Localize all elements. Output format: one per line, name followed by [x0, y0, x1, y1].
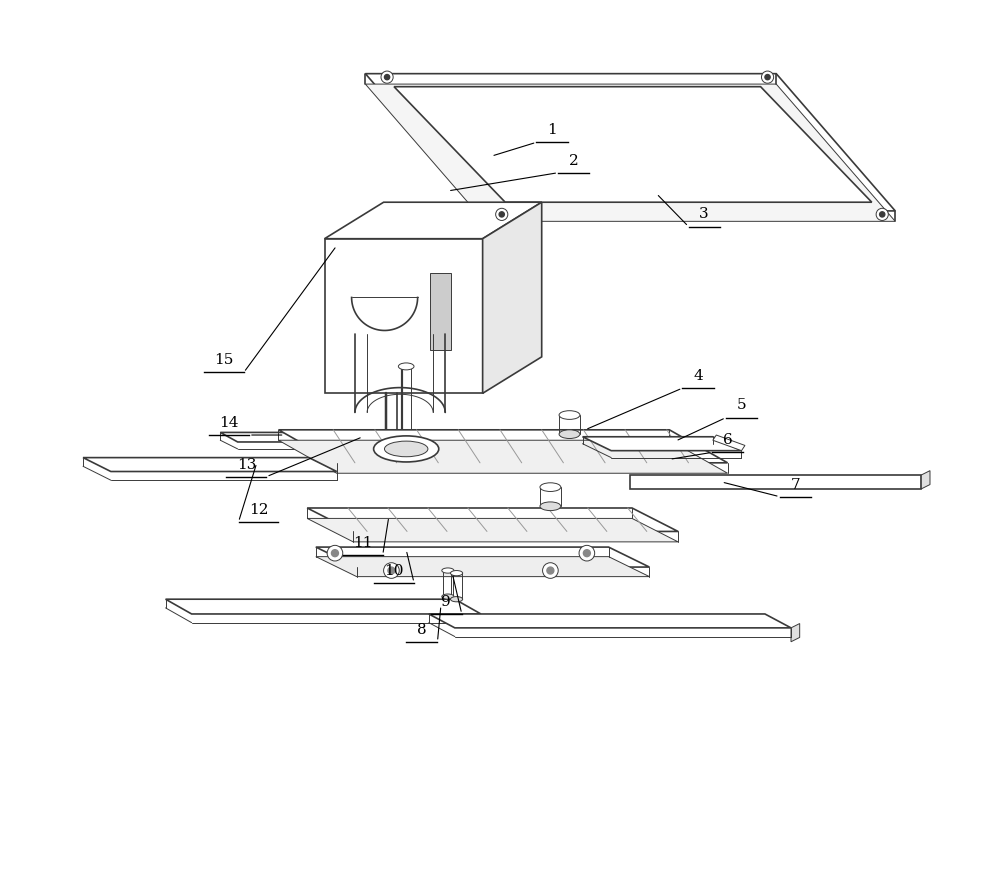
Polygon shape [278, 440, 728, 474]
Circle shape [547, 567, 554, 574]
Text: 8: 8 [417, 623, 427, 637]
Circle shape [381, 71, 393, 83]
Ellipse shape [450, 571, 463, 575]
Text: 5: 5 [737, 398, 746, 412]
Polygon shape [83, 458, 337, 472]
Polygon shape [220, 432, 420, 442]
Circle shape [543, 563, 558, 578]
Text: 15: 15 [214, 353, 233, 367]
Polygon shape [307, 518, 678, 542]
Polygon shape [325, 239, 483, 393]
Ellipse shape [540, 502, 561, 510]
Text: 1: 1 [547, 123, 557, 137]
Circle shape [384, 75, 390, 80]
Ellipse shape [442, 594, 454, 599]
Text: 13: 13 [237, 458, 256, 472]
Circle shape [761, 71, 774, 83]
Text: 11: 11 [353, 536, 373, 550]
Polygon shape [394, 87, 872, 203]
Polygon shape [316, 547, 649, 567]
Polygon shape [307, 508, 678, 531]
Text: 10: 10 [384, 564, 404, 578]
Ellipse shape [540, 483, 561, 491]
Circle shape [331, 550, 338, 557]
Circle shape [327, 545, 343, 561]
Polygon shape [483, 203, 542, 393]
Text: 3: 3 [699, 207, 709, 221]
Polygon shape [430, 273, 451, 350]
Text: 4: 4 [693, 369, 703, 383]
Circle shape [499, 211, 504, 217]
Text: 14: 14 [219, 416, 239, 430]
Text: 2: 2 [569, 153, 579, 168]
Polygon shape [630, 475, 921, 488]
Ellipse shape [398, 363, 414, 370]
Polygon shape [921, 471, 930, 488]
Circle shape [579, 545, 595, 561]
Ellipse shape [559, 430, 580, 438]
Ellipse shape [450, 596, 463, 602]
Polygon shape [583, 437, 741, 451]
Circle shape [880, 211, 885, 217]
Text: 9: 9 [441, 595, 451, 609]
Polygon shape [791, 624, 800, 642]
Polygon shape [278, 430, 728, 463]
Polygon shape [713, 435, 745, 451]
Circle shape [384, 563, 399, 578]
Polygon shape [429, 614, 791, 628]
Circle shape [496, 209, 508, 220]
Polygon shape [316, 557, 649, 576]
Polygon shape [166, 599, 481, 614]
Circle shape [583, 550, 590, 557]
Ellipse shape [442, 568, 454, 574]
Text: 6: 6 [723, 433, 732, 447]
Circle shape [765, 75, 770, 80]
Polygon shape [365, 74, 895, 210]
Ellipse shape [384, 441, 428, 457]
Circle shape [388, 567, 395, 574]
Circle shape [876, 209, 888, 220]
Text: 12: 12 [249, 503, 268, 517]
Ellipse shape [559, 410, 580, 419]
Polygon shape [325, 203, 542, 239]
Polygon shape [365, 84, 895, 221]
Ellipse shape [374, 436, 439, 462]
Text: 7: 7 [791, 478, 800, 491]
